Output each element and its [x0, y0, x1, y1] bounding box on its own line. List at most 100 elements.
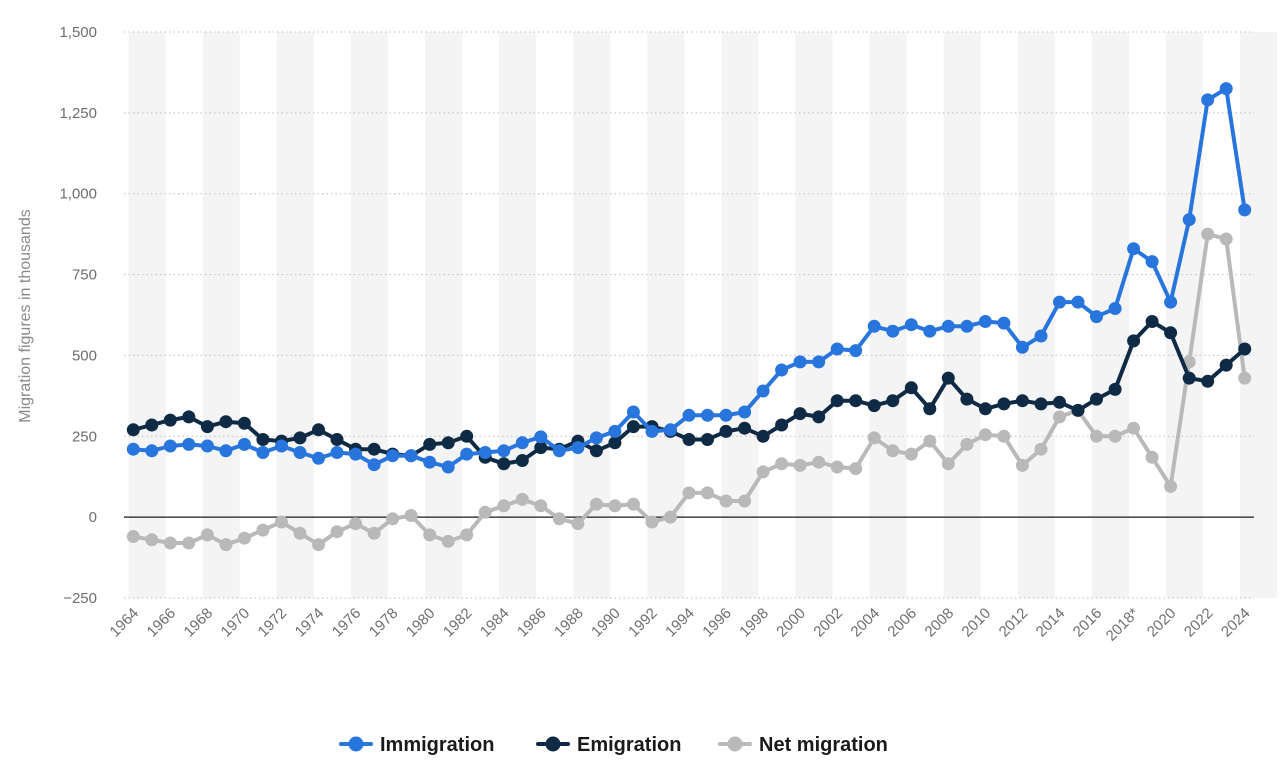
immigration-point[interactable]: [904, 318, 918, 332]
emigration-point[interactable]: [775, 418, 789, 432]
immigration-point[interactable]: [126, 442, 140, 456]
net-migration-point[interactable]: [793, 458, 807, 472]
immigration-point[interactable]: [793, 355, 807, 369]
net-migration-point[interactable]: [478, 505, 492, 519]
immigration-point[interactable]: [571, 441, 585, 455]
emigration-point[interactable]: [293, 431, 307, 445]
immigration-point[interactable]: [682, 408, 696, 422]
emigration-point[interactable]: [923, 402, 937, 416]
net-migration-point[interactable]: [664, 510, 677, 524]
emigration-point[interactable]: [163, 413, 177, 427]
net-migration-point[interactable]: [701, 486, 714, 500]
immigration-point[interactable]: [145, 444, 159, 458]
net-migration-point[interactable]: [497, 499, 511, 513]
emigration-point[interactable]: [719, 424, 733, 438]
immigration-point[interactable]: [978, 315, 992, 328]
emigration-point[interactable]: [626, 420, 640, 434]
immigration-point[interactable]: [330, 446, 344, 459]
immigration-point[interactable]: [1145, 255, 1159, 269]
net-migration-point[interactable]: [515, 492, 529, 506]
immigration-point[interactable]: [349, 447, 363, 461]
net-migration-point[interactable]: [738, 494, 752, 508]
emigration-point[interactable]: [867, 399, 881, 413]
immigration-point[interactable]: [626, 405, 640, 419]
immigration-point[interactable]: [386, 449, 400, 463]
immigration-point[interactable]: [460, 447, 474, 461]
emigration-point[interactable]: [1108, 382, 1122, 396]
immigration-point[interactable]: [1034, 329, 1048, 343]
net-migration-point[interactable]: [163, 536, 177, 550]
net-migration-point[interactable]: [645, 515, 659, 529]
immigration-point[interactable]: [589, 431, 603, 445]
net-migration-point[interactable]: [682, 486, 696, 500]
net-migration-point[interactable]: [256, 523, 270, 537]
emigration-point[interactable]: [256, 433, 270, 446]
emigration-point[interactable]: [608, 436, 622, 450]
emigration-point[interactable]: [367, 442, 381, 456]
emigration-point[interactable]: [423, 437, 437, 451]
immigration-point[interactable]: [534, 430, 548, 444]
emigration-point[interactable]: [126, 423, 140, 437]
emigration-point[interactable]: [849, 394, 863, 408]
net-migration-point[interactable]: [330, 525, 344, 539]
emigration-point[interactable]: [1127, 334, 1141, 348]
emigration-point[interactable]: [460, 429, 474, 443]
emigration-point[interactable]: [330, 433, 344, 446]
net-migration-point[interactable]: [571, 517, 585, 531]
immigration-point[interactable]: [256, 446, 270, 459]
immigration-point[interactable]: [1238, 203, 1252, 217]
net-migration-point[interactable]: [349, 517, 363, 531]
immigration-point[interactable]: [219, 444, 233, 458]
immigration-point[interactable]: [163, 439, 177, 453]
net-migration-point[interactable]: [293, 526, 307, 540]
net-migration-point[interactable]: [812, 455, 826, 469]
emigration-point[interactable]: [237, 416, 251, 430]
immigration-point[interactable]: [886, 324, 900, 338]
net-migration-point[interactable]: [126, 530, 140, 543]
immigration-point[interactable]: [200, 439, 214, 453]
net-migration-point[interactable]: [460, 528, 474, 542]
emigration-point[interactable]: [1201, 374, 1215, 388]
net-migration-point[interactable]: [904, 447, 918, 461]
immigration-point[interactable]: [404, 449, 418, 463]
emigration-point[interactable]: [978, 402, 992, 416]
emigration-point[interactable]: [997, 397, 1011, 411]
emigration-point[interactable]: [886, 394, 900, 408]
net-migration-point[interactable]: [441, 534, 455, 548]
net-migration-point[interactable]: [923, 434, 937, 448]
immigration-point[interactable]: [1071, 295, 1085, 309]
immigration-point[interactable]: [423, 455, 437, 469]
immigration-point[interactable]: [849, 344, 863, 358]
emigration-point[interactable]: [904, 381, 918, 395]
emigration-point[interactable]: [682, 433, 696, 446]
net-migration-point[interactable]: [1053, 410, 1066, 424]
immigration-point[interactable]: [497, 444, 511, 458]
legend-item-immigration[interactable]: Immigration: [339, 734, 494, 756]
net-migration-point[interactable]: [589, 497, 603, 511]
immigration-point[interactable]: [275, 439, 288, 453]
immigration-point[interactable]: [515, 436, 529, 450]
immigration-point[interactable]: [960, 319, 974, 333]
emigration-point[interactable]: [145, 418, 159, 432]
immigration-point[interactable]: [701, 408, 714, 422]
net-migration-point[interactable]: [867, 431, 881, 445]
net-migration-point[interactable]: [1108, 429, 1122, 443]
net-migration-point[interactable]: [849, 462, 863, 476]
net-migration-point[interactable]: [997, 429, 1011, 443]
emigration-point[interactable]: [1219, 358, 1233, 372]
emigration-point[interactable]: [497, 457, 511, 471]
immigration-point[interactable]: [719, 408, 733, 422]
net-migration-point[interactable]: [1145, 450, 1159, 464]
immigration-point[interactable]: [997, 316, 1011, 330]
net-migration-point[interactable]: [1015, 458, 1029, 472]
emigration-point[interactable]: [960, 392, 974, 406]
emigration-point[interactable]: [441, 436, 455, 450]
emigration-point[interactable]: [312, 423, 325, 437]
net-migration-point[interactable]: [1201, 227, 1215, 241]
emigration-point[interactable]: [534, 441, 548, 455]
immigration-point[interactable]: [664, 423, 677, 437]
immigration-point[interactable]: [830, 342, 844, 356]
immigration-point[interactable]: [1015, 340, 1029, 354]
legend-item-emigration[interactable]: Emigration: [536, 734, 681, 756]
net-migration-point[interactable]: [775, 457, 789, 471]
